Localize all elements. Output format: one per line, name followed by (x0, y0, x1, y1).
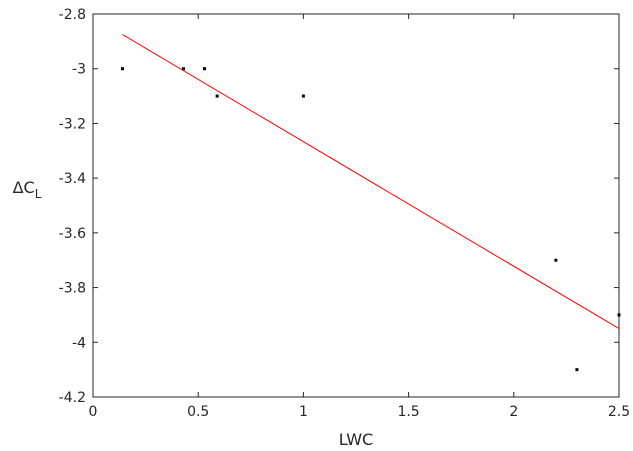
x-axis-label: LWC (339, 430, 373, 449)
scatter-point (554, 258, 558, 262)
plot-area (93, 14, 619, 397)
scatter-point (215, 94, 219, 98)
scatter-point (301, 94, 305, 98)
data-layer (120, 34, 621, 372)
y-tick-label: -3 (72, 62, 86, 78)
ticks: 0 0.5 1 1.5 2 2.5 -2.8 -3 -3.2 -3.4 -3.6 -3.8 -4 -4.2 (59, 7, 630, 420)
x-tick-label: 1 (299, 404, 308, 420)
y-tick-label: -4 (72, 335, 86, 351)
plot-background (93, 14, 619, 397)
scatter-point (120, 67, 124, 71)
fit-line (122, 34, 620, 330)
scatter-point (203, 67, 207, 71)
x-tick-label: 1.5 (397, 404, 419, 420)
y-axis-label-subscript: L (35, 187, 42, 201)
x-tick-label: 0 (89, 404, 98, 420)
y-tick-label: -3.6 (59, 226, 86, 242)
y-tick-label: -2.8 (59, 7, 86, 23)
y-axis-label: ΔCL (13, 178, 42, 201)
y-axis-label-main: ΔC (13, 178, 35, 197)
scatter-point (181, 67, 185, 71)
scatter-point (617, 313, 621, 317)
axes (92, 13, 620, 398)
scatter-point (575, 368, 579, 372)
y-tick-label: -4.2 (59, 390, 86, 406)
y-tick-label: -3.4 (59, 171, 86, 187)
y-tick-label: -3.2 (59, 116, 86, 132)
axes-box (92, 13, 620, 398)
x-tick-label: 2.5 (608, 404, 630, 420)
y-tick-label: -3.8 (59, 281, 86, 297)
x-tick-label: 0.5 (187, 404, 209, 420)
x-tick-label: 2 (509, 404, 518, 420)
